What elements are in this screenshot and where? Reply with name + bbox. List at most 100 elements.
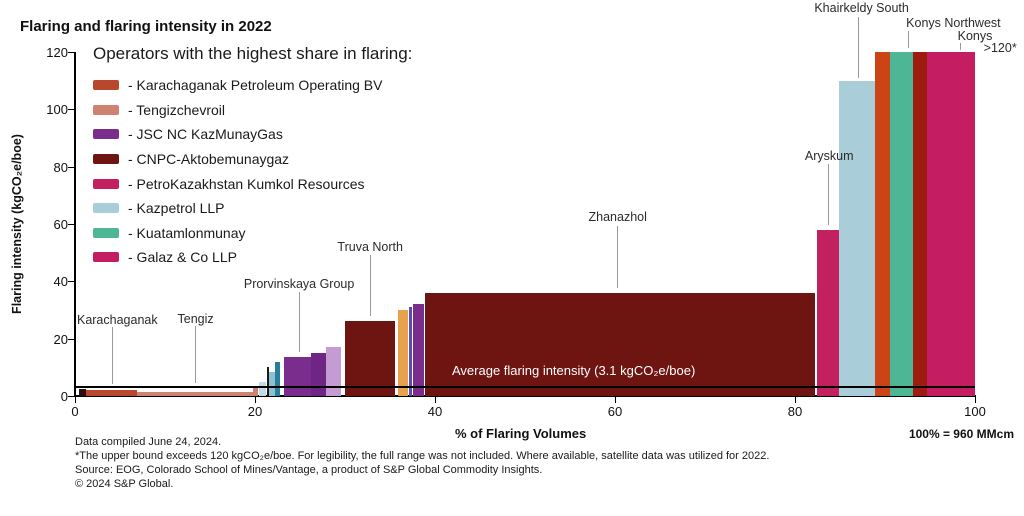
- bar-segment-0: [78, 388, 86, 396]
- bar-konys: [927, 52, 975, 396]
- legend-item-label: - Kazpetrol LLP: [128, 200, 225, 217]
- x-tick-label: 80: [787, 404, 803, 419]
- legend-swatch-icon: [93, 178, 119, 189]
- legend-swatch-icon: [93, 129, 119, 140]
- annotation-leader-line: [370, 255, 372, 316]
- legend-item: - PetroKazakhstan Kumkol Resources: [93, 171, 412, 196]
- bar-segment-6: [269, 371, 275, 396]
- y-tick-label: 80: [53, 159, 68, 175]
- bar-segment-7: [274, 361, 281, 396]
- legend-item: - Tengizchevroil: [93, 98, 412, 123]
- annotation-zhanazhol: Zhanazhol: [588, 210, 647, 224]
- x-axis-line: [74, 395, 976, 397]
- y-tick-label: 100: [46, 102, 68, 118]
- bar-karachaganak: [85, 390, 138, 396]
- y-axis-line: [74, 52, 76, 397]
- x-tick-label: 20: [247, 404, 263, 419]
- bar-konys-northwest: [890, 52, 913, 396]
- legend-item: - Kuatamlonmunay: [93, 221, 412, 246]
- y-tick-label: 40: [53, 274, 68, 290]
- y-tick-label: 120: [46, 45, 68, 60]
- legend-swatch-icon: [93, 203, 119, 214]
- footnote-upper-bound: *The upper bound exceeds 120 kgCO₂e/boe.…: [75, 450, 770, 462]
- x-tick: [435, 396, 436, 403]
- legend-swatch-icon: [93, 104, 119, 115]
- plot-area: Karachaganak Tengiz Prorvinskaya Group Truv…: [46, 1, 1016, 419]
- y-tick-label: 0: [60, 389, 68, 404]
- legend-item-label: - PetroKazakhstan Kumkol Resources: [128, 175, 365, 192]
- x-tick-label: 0: [71, 404, 79, 419]
- annotation-tengiz: Tengiz: [177, 312, 214, 326]
- annotation-truva-north: Truva North: [337, 240, 403, 254]
- legend-item: - CNPC-Aktobemunaygaz: [93, 147, 412, 172]
- annotation-leader-line: [616, 226, 618, 288]
- y-tick-label: 60: [53, 217, 68, 232]
- x-axis-title: % of Flaring Volumes: [455, 426, 587, 441]
- legend-item-label: - Galaz & Co LLP: [128, 249, 237, 266]
- bar-segment-14: [412, 304, 425, 396]
- y-tick: [68, 281, 75, 283]
- average-intensity-line: [75, 386, 975, 389]
- x-tick-label: 60: [607, 404, 623, 419]
- legend-item: - Galaz & Co LLP: [93, 245, 412, 270]
- legend: Operators with the highest share in flar…: [93, 44, 412, 270]
- footnotes: Data compiled June 24, 2024. *The upper …: [75, 435, 769, 491]
- annotation-leader-line: [194, 326, 196, 383]
- x-tick: [255, 396, 256, 403]
- legend-title: Operators with the highest share in flar…: [93, 44, 413, 63]
- y-tick: [68, 109, 75, 111]
- legend-swatch-icon: [93, 227, 119, 238]
- footnote-source: Source: EOG, Colorado School of Mines/Va…: [75, 464, 543, 476]
- bar-segment-20: [912, 52, 928, 396]
- x-tick: [795, 396, 796, 403]
- annotation-aryskum: Aryskum: [804, 149, 854, 163]
- bar-segment-5: [266, 367, 270, 396]
- bar-segment-4: [258, 381, 266, 396]
- x-tick-label: 100: [964, 404, 986, 419]
- bar-segment-13: [408, 307, 413, 396]
- footnote-copyright: © 2024 S&P Global.: [75, 478, 174, 490]
- annotation-khairkeldy-south: Khairkeldy South: [814, 1, 909, 15]
- legend-item: - Kazpetrol LLP: [93, 196, 412, 221]
- annotation-prorvinskaya-group: Prorvinskaya Group: [243, 277, 355, 291]
- bar-segment-3: [253, 385, 258, 396]
- y-tick: [68, 338, 75, 340]
- legend-item-label: - Tengizchevroil: [128, 101, 226, 118]
- svg-text:Flaring intensity (kgCO₂e/boe): Flaring intensity (kgCO₂e/boe): [10, 134, 24, 314]
- y-tick: [68, 396, 75, 397]
- bar-prorvinskaya-group: [283, 357, 311, 396]
- annotation-leader-line: [299, 292, 301, 352]
- bar-segment-10: [326, 347, 342, 396]
- bar-aryskum: [816, 229, 840, 396]
- legend-swatch-icon: [93, 252, 119, 263]
- annotation-leader-line: [908, 31, 910, 48]
- annotation-leader-line: [858, 17, 859, 78]
- bar-segment-12: [398, 310, 408, 396]
- y-tick-label: 20: [53, 331, 68, 347]
- annotation-konys-northwest: Konys Northwest: [906, 16, 1001, 30]
- legend-item-label: - Karachaganak Petroleum Operating BV: [128, 77, 383, 94]
- bar-segment-9: [310, 353, 327, 396]
- y-tick: [68, 224, 75, 225]
- bar-tengiz: [137, 391, 254, 396]
- annotation-leader-line: [959, 43, 961, 50]
- legend-swatch-icon: [93, 80, 119, 91]
- legend-swatch-icon: [93, 154, 119, 165]
- legend-item-label: - Kuatamlonmunay: [128, 224, 246, 241]
- bar-segment-18: [875, 52, 891, 396]
- annotation-leader-line: [111, 327, 113, 384]
- footnote-compiled: Data compiled June 24, 2024.: [75, 436, 222, 448]
- y-tick: [68, 166, 75, 168]
- x-tick: [975, 396, 976, 403]
- legend-item-label: - CNPC-Aktobemunaygaz: [128, 151, 290, 168]
- annotation-leader-line: [828, 164, 830, 225]
- annotation--120-: >120*: [983, 41, 1017, 55]
- chart-title: Flaring and flaring intensity in 2022: [20, 18, 272, 35]
- average-intensity-label: Average flaring intensity (3.1 kgCO₂e/bo…: [452, 363, 696, 378]
- x-tick: [75, 396, 76, 403]
- x-tick: [615, 396, 616, 403]
- scale-note: 100% = 960 MMcm: [908, 427, 1014, 441]
- legend-item-label: - JSC NC KazMunayGas: [128, 126, 283, 143]
- annotation-konys: Konys: [957, 29, 993, 43]
